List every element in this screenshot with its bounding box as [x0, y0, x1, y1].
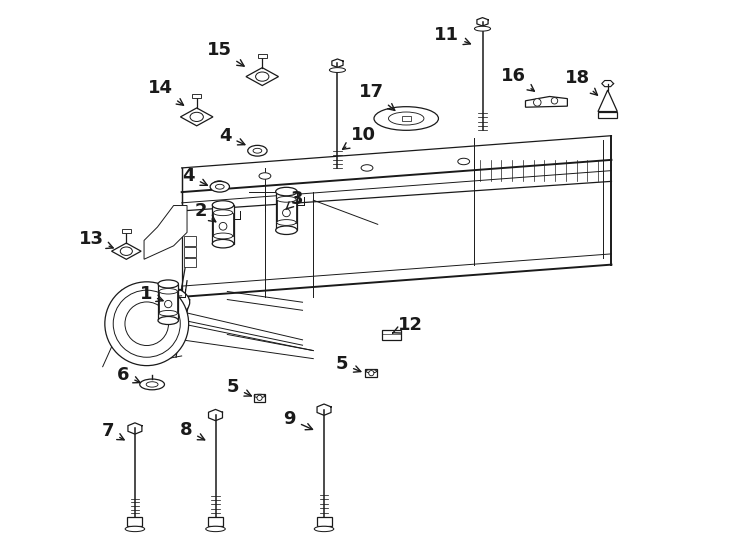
Text: 16: 16	[501, 66, 534, 91]
Ellipse shape	[277, 220, 296, 225]
Ellipse shape	[210, 181, 230, 192]
Bar	[254, 394, 266, 402]
Ellipse shape	[277, 197, 296, 202]
Ellipse shape	[158, 280, 178, 288]
Text: 13: 13	[79, 230, 113, 248]
Circle shape	[105, 282, 189, 366]
Ellipse shape	[254, 394, 265, 397]
Text: 12: 12	[393, 316, 424, 334]
Polygon shape	[181, 108, 213, 126]
Ellipse shape	[216, 184, 224, 189]
Bar	[214, 213, 233, 236]
Ellipse shape	[259, 173, 271, 179]
Text: 3: 3	[286, 190, 303, 210]
Ellipse shape	[212, 201, 233, 210]
Bar	[184, 236, 196, 246]
Circle shape	[534, 99, 541, 106]
Text: 17: 17	[359, 83, 395, 110]
Ellipse shape	[159, 310, 178, 316]
Ellipse shape	[253, 148, 262, 153]
Polygon shape	[144, 206, 187, 259]
Ellipse shape	[190, 112, 203, 122]
Bar	[316, 517, 332, 526]
Ellipse shape	[361, 165, 373, 171]
Ellipse shape	[248, 145, 267, 156]
Text: 9: 9	[283, 410, 313, 430]
Text: 5: 5	[335, 355, 361, 373]
Circle shape	[551, 98, 558, 104]
Bar	[128, 517, 142, 526]
Text: 1: 1	[139, 285, 163, 303]
Polygon shape	[246, 68, 278, 85]
Ellipse shape	[276, 187, 297, 196]
Bar	[276, 192, 297, 230]
Text: 11: 11	[435, 26, 470, 45]
Ellipse shape	[212, 239, 233, 248]
Polygon shape	[112, 243, 141, 259]
Text: 5: 5	[227, 378, 251, 396]
Ellipse shape	[214, 233, 233, 239]
Bar	[258, 53, 266, 58]
Text: 14: 14	[148, 79, 184, 105]
Text: 4: 4	[183, 167, 207, 185]
Ellipse shape	[474, 26, 490, 31]
Circle shape	[283, 209, 290, 217]
Ellipse shape	[276, 226, 297, 234]
Bar	[184, 258, 196, 267]
Text: 4: 4	[219, 127, 245, 145]
Polygon shape	[526, 97, 567, 107]
Text: 6: 6	[117, 366, 140, 384]
Text: 15: 15	[206, 40, 244, 66]
Bar	[598, 112, 617, 118]
Ellipse shape	[146, 382, 158, 387]
Bar	[366, 369, 377, 377]
Polygon shape	[598, 90, 617, 112]
Bar	[208, 517, 223, 526]
Circle shape	[113, 290, 181, 357]
Ellipse shape	[374, 107, 438, 130]
Bar	[122, 229, 131, 233]
Ellipse shape	[125, 526, 145, 531]
Ellipse shape	[366, 369, 377, 373]
Bar	[158, 284, 178, 321]
Ellipse shape	[214, 210, 233, 215]
Circle shape	[164, 300, 172, 308]
Bar	[159, 291, 178, 313]
Ellipse shape	[158, 316, 178, 325]
Ellipse shape	[330, 68, 346, 72]
Circle shape	[257, 395, 262, 401]
Circle shape	[219, 222, 227, 230]
Circle shape	[368, 370, 374, 376]
Text: 10: 10	[343, 126, 376, 150]
Ellipse shape	[139, 379, 164, 390]
Text: 18: 18	[565, 69, 597, 95]
Text: 7: 7	[102, 422, 124, 440]
Text: 8: 8	[180, 421, 205, 440]
Bar	[382, 330, 401, 340]
Ellipse shape	[458, 158, 470, 165]
Bar	[212, 205, 233, 244]
Circle shape	[125, 302, 169, 346]
Text: 2: 2	[195, 202, 216, 222]
Ellipse shape	[255, 72, 269, 81]
Ellipse shape	[314, 526, 334, 531]
Bar	[402, 116, 410, 121]
Ellipse shape	[126, 285, 189, 320]
Ellipse shape	[388, 112, 424, 125]
Ellipse shape	[206, 526, 225, 531]
Bar	[277, 199, 296, 222]
Bar	[192, 94, 201, 98]
Ellipse shape	[159, 288, 178, 294]
Ellipse shape	[120, 247, 132, 255]
Ellipse shape	[214, 181, 225, 187]
Bar	[184, 247, 196, 256]
